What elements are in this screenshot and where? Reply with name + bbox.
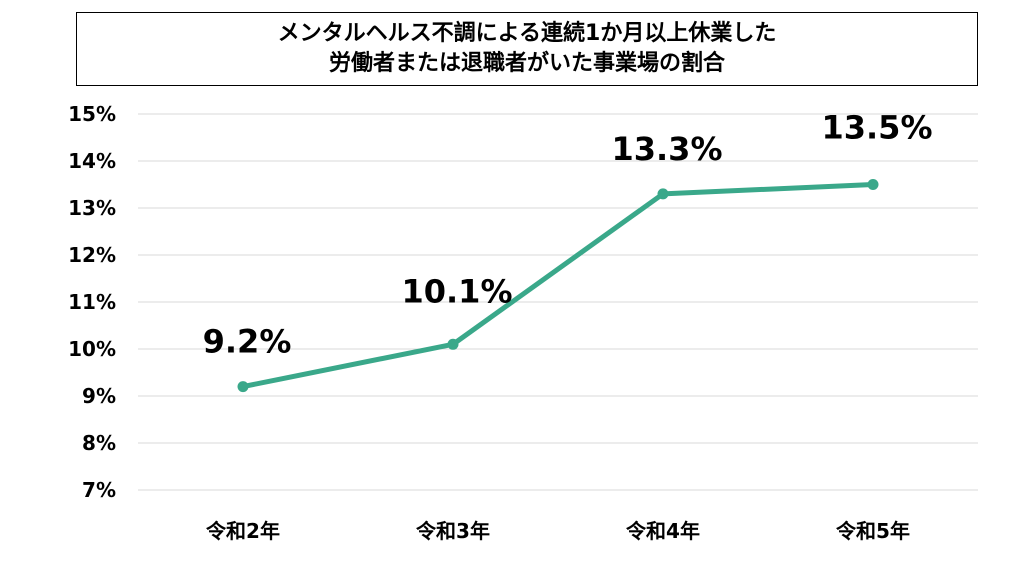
gridlines <box>138 113 978 491</box>
series-line-1 <box>240 182 876 390</box>
chart-title: メンタルヘルス不調による連続1か月以上休業した 労働者または退職者がいた事業場の… <box>76 12 978 86</box>
data-point-3 <box>657 188 669 200</box>
y-tick-label-11: 11% <box>68 290 116 314</box>
data-label-4: 13.5% <box>821 109 932 147</box>
x-axis-tick-labels: 令和2年 令和3年 令和4年 令和5年 <box>206 519 910 543</box>
y-tick-label-14: 14% <box>68 149 116 173</box>
chart-title-line-2: 労働者または退職者がいた事業場の割合 <box>328 51 725 76</box>
data-labels: 9.2% 10.1% 13.3% 13.5% <box>203 109 933 361</box>
x-tick-label-1: 令和2年 <box>206 519 280 543</box>
y-axis-tick-labels: 7% 8% 9% 10% 11% 12% 13% 14% 15% <box>68 102 116 502</box>
chart-title-line-1: メンタルヘルス不調による連続1か月以上休業した <box>277 21 777 46</box>
x-tick-label-2: 令和3年 <box>416 519 490 543</box>
x-tick-label-4: 令和5年 <box>836 519 910 543</box>
y-tick-label-8: 8% <box>82 431 116 455</box>
y-tick-label-9: 9% <box>82 384 116 408</box>
data-point-2 <box>447 338 459 350</box>
data-point-4 <box>867 179 879 190</box>
series-layer <box>237 179 879 393</box>
data-label-2: 10.1% <box>401 272 512 310</box>
data-label-1: 9.2% <box>203 323 292 361</box>
y-tick-label-10: 10% <box>68 337 116 361</box>
y-tick-label-7: 7% <box>82 478 116 502</box>
y-tick-label-15: 15% <box>68 102 116 126</box>
y-tick-label-13: 13% <box>68 196 116 220</box>
y-tick-label-12: 12% <box>68 243 116 267</box>
data-point-1 <box>237 381 249 393</box>
data-label-3: 13.3% <box>611 130 722 168</box>
x-tick-label-3: 令和4年 <box>626 519 700 543</box>
